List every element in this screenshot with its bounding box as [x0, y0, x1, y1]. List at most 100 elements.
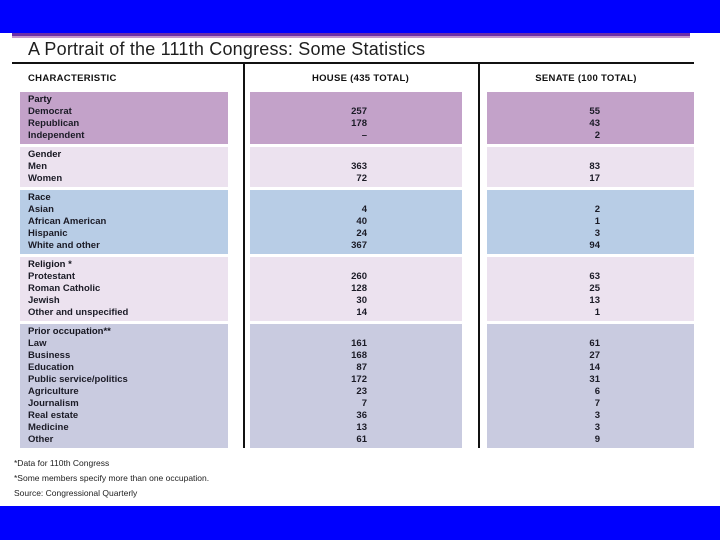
senate-value: 3: [594, 422, 600, 433]
house-value: 4: [361, 204, 367, 215]
house-values-cell: 260 128 30 14: [250, 257, 462, 321]
senate-values-cell: 55 43 2: [487, 92, 694, 144]
house-value: 260: [351, 271, 367, 282]
blank-line: [250, 259, 367, 271]
column-divider-1: [243, 62, 245, 448]
row-label: Men: [28, 161, 47, 172]
house-value: 87: [356, 362, 367, 373]
house-value: 161: [351, 338, 367, 349]
blank-line: [487, 192, 600, 204]
characteristic-cell: Religion * Protestant Roman Catholic Jewish…: [20, 257, 228, 321]
table-section-race: Race Asian African American Hispanic White a…: [12, 190, 694, 254]
section-header-label: Party: [28, 94, 52, 105]
table-section-prior-occupation: Prior occupation** Law Business Education Pu…: [12, 324, 694, 448]
house-value: 13: [356, 422, 367, 433]
senate-value: 31: [589, 374, 600, 385]
senate-value: 1: [594, 216, 600, 227]
senate-value: 17: [589, 173, 600, 184]
row-label: Republican: [28, 118, 80, 129]
house-value: 30: [356, 295, 367, 306]
blank-line: [487, 149, 600, 161]
blank-line: [487, 326, 600, 338]
senate-value: 83: [589, 161, 600, 172]
senate-value: 94: [589, 240, 600, 251]
house-value: 172: [351, 374, 367, 385]
senate-value: 55: [589, 106, 600, 117]
characteristic-cell: Race Asian African American Hispanic White a…: [20, 190, 228, 254]
column-header-senate: SENATE (100 TOTAL): [535, 72, 637, 84]
senate-value: 43: [589, 118, 600, 129]
row-label: Roman Catholic: [28, 283, 101, 294]
table-section-gender: Gender Men Women 363 72 83 17: [12, 147, 694, 187]
blank-line: [487, 259, 600, 271]
house-values-cell: 363 72: [250, 147, 462, 187]
blank-line: [250, 326, 367, 338]
house-value: 257: [351, 106, 367, 117]
blank-line: [250, 192, 367, 204]
characteristic-cell: Gender Men Women: [20, 147, 228, 187]
row-label: Hispanic: [28, 228, 68, 239]
senate-value: 63: [589, 271, 600, 282]
table-top-rule: [12, 62, 694, 64]
senate-value: 27: [589, 350, 600, 361]
section-header-label: Prior occupation**: [28, 326, 111, 337]
row-label: Agriculture: [28, 386, 79, 397]
section-header-label: Gender: [28, 149, 62, 160]
row-label: Real estate: [28, 410, 79, 421]
row-label: Jewish: [28, 295, 60, 306]
table-header-row: CHARACTERISTIC HOUSE (435 TOTAL) SENATE …: [12, 64, 694, 92]
house-value: 7: [361, 398, 367, 409]
house-value: 14: [356, 307, 367, 318]
blank-line: [487, 94, 600, 106]
senate-value: 61: [589, 338, 600, 349]
row-label: Democrat: [28, 106, 72, 117]
row-label: Protestant: [28, 271, 75, 282]
characteristic-cell: Party Democrat Republican Independent: [20, 92, 228, 144]
house-value: 36: [356, 410, 367, 421]
row-label: Independent: [28, 130, 85, 141]
house-value: 168: [351, 350, 367, 361]
top-blue-bar: [0, 0, 720, 33]
page-title: A Portrait of the 111th Congress: Some S…: [28, 39, 426, 59]
row-label: Other: [28, 434, 54, 445]
senate-value: 25: [589, 283, 600, 294]
row-label: Other and unspecified: [28, 307, 129, 318]
house-value: 24: [356, 228, 367, 239]
footnote-source: Source: Congressional Quarterly: [14, 488, 138, 498]
senate-value: 9: [594, 434, 600, 445]
house-value: 72: [356, 173, 367, 184]
senate-values-cell: 63 25 13 1: [487, 257, 694, 321]
statistics-table: CHARACTERISTIC HOUSE (435 TOTAL) SENATE …: [12, 62, 694, 448]
senate-values-cell: 83 17: [487, 147, 694, 187]
section-header-label: Religion *: [28, 259, 72, 270]
table-section-party: Party Democrat Republican Independent 257 17…: [12, 92, 694, 144]
footnote-occupation: *Some members specify more than one occu…: [14, 473, 210, 483]
senate-value: 1: [594, 307, 600, 318]
senate-value: 13: [589, 295, 600, 306]
row-label: Journalism: [28, 398, 79, 409]
senate-value: 6: [594, 386, 600, 397]
table-body: Party Democrat Republican Independent 257 17…: [12, 62, 694, 448]
senate-value: 3: [594, 410, 600, 421]
blank-line: [250, 149, 367, 161]
senate-values-cell: 2 1 3 94: [487, 190, 694, 254]
row-label: Public service/politics: [28, 374, 128, 385]
row-label: Law: [28, 338, 47, 349]
house-value: 128: [351, 283, 367, 294]
row-label: African American: [28, 216, 107, 227]
blank-line: [250, 94, 367, 106]
characteristic-cell: Prior occupation** Law Business Education Pu…: [20, 324, 228, 448]
house-value: 61: [356, 434, 367, 445]
section-header-label: Race: [28, 192, 51, 203]
footnotes: *Data for 110th Congress *Some members s…: [14, 456, 209, 501]
house-values-cell: 257 178–: [250, 92, 462, 144]
senate-value: 2: [594, 130, 600, 141]
row-label: Women: [28, 173, 63, 184]
senate-value: 7: [594, 398, 600, 409]
house-value: 23: [356, 386, 367, 397]
house-value: 367: [351, 240, 367, 251]
house-value: 40: [356, 216, 367, 227]
house-values-cell: 4 40 24 367: [250, 190, 462, 254]
senate-value: 2: [594, 204, 600, 215]
house-value: 178: [351, 118, 367, 129]
